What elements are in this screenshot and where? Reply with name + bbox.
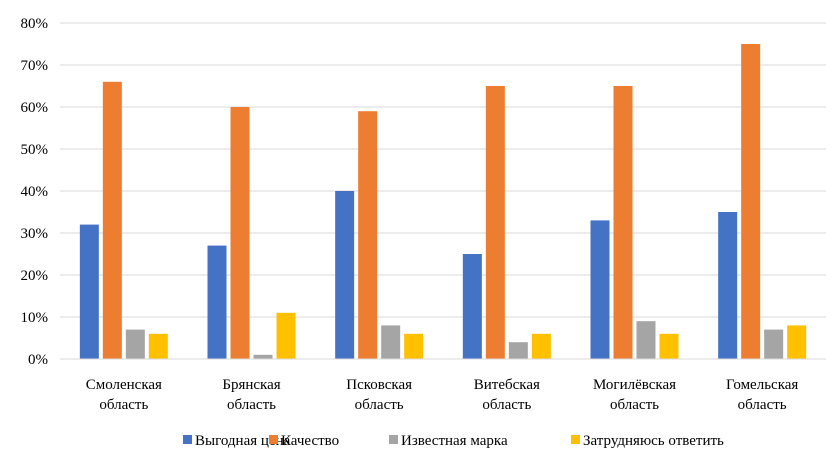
bar	[485, 86, 505, 359]
legend-label: Известная марка	[401, 433, 508, 449]
y-tick-label: 60%	[21, 100, 49, 116]
bar	[613, 86, 633, 359]
y-tick-label: 80%	[21, 16, 49, 32]
x-tick-label: Псковская область	[346, 377, 412, 413]
y-tick-label: 40%	[21, 184, 49, 200]
bars	[79, 44, 807, 360]
bar	[79, 224, 99, 359]
legend-swatch	[571, 435, 580, 444]
legend-label: Качество	[281, 433, 339, 449]
bar	[718, 212, 738, 359]
bar	[253, 354, 273, 359]
bar	[207, 245, 227, 359]
legend-label: Выгодная цена	[195, 433, 291, 449]
y-tick-label: 0%	[28, 352, 48, 368]
y-tick-label: 50%	[21, 142, 49, 158]
y-tick-label: 30%	[21, 226, 49, 242]
bar	[148, 333, 168, 359]
bar	[636, 321, 656, 359]
x-tick-label: Гомельская область	[726, 377, 798, 413]
bar	[125, 329, 145, 359]
x-tick-label: Могилёвская область	[593, 377, 676, 413]
bar	[230, 107, 250, 359]
x-tick-label: Витебская область	[474, 377, 540, 413]
x-tick-label: Брянская область	[222, 377, 280, 413]
bar	[531, 333, 551, 359]
y-tick-label: 70%	[21, 58, 49, 74]
bar	[358, 111, 378, 359]
bar	[741, 44, 761, 359]
bar	[590, 220, 610, 359]
bar	[381, 325, 401, 359]
bar	[276, 312, 296, 359]
legend-swatch	[389, 435, 398, 444]
grid-lines	[60, 22, 826, 318]
bar	[102, 81, 122, 360]
bar	[764, 329, 784, 359]
bar	[462, 254, 482, 359]
legend-swatch	[269, 435, 278, 444]
bar	[404, 333, 424, 359]
legend-label: Затрудняюсь ответить	[583, 433, 724, 449]
bar	[335, 191, 355, 359]
x-tick-label: Смоленская область	[86, 377, 162, 413]
bar	[508, 342, 528, 359]
bar	[787, 325, 807, 359]
legend-swatch	[183, 435, 192, 444]
y-tick-label: 20%	[21, 268, 49, 284]
x-axis: Смоленская область Брянская область Псковска…	[60, 358, 826, 413]
y-axis-tick-labels: 0% 10% 20% 30% 40% 50% 60% 70% 80%	[21, 16, 49, 368]
y-tick-label: 10%	[21, 310, 49, 326]
bar	[659, 333, 679, 359]
